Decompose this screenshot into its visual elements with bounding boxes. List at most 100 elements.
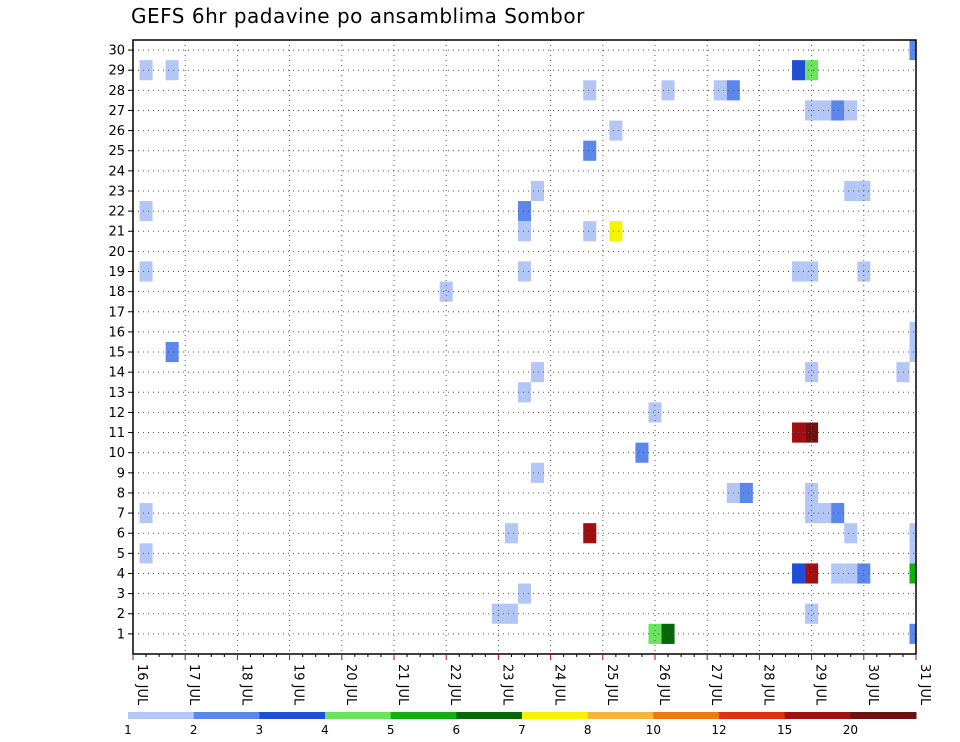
cell-45 xyxy=(805,503,819,524)
cell-29 xyxy=(909,321,916,342)
cell-22 xyxy=(609,221,623,242)
ytick-label-5: 5 xyxy=(117,547,125,562)
ytick-label-9: 9 xyxy=(117,466,125,481)
cell-47 xyxy=(831,503,845,524)
colorbar-label-11: 20 xyxy=(843,723,858,737)
colorbar-swatch-3 xyxy=(325,712,392,719)
colorbar: 1 2 3 4 5 6 7 8 10 12 15 20 xyxy=(124,712,917,737)
ytick-label-29: 29 xyxy=(108,64,125,79)
cell-31 xyxy=(909,341,916,363)
cell-36 xyxy=(648,402,662,423)
cell-66 xyxy=(909,623,916,644)
cell-53 xyxy=(909,543,916,564)
cell-19 xyxy=(517,201,532,222)
xtick-label-5: 21 JUL xyxy=(395,664,410,706)
ytick-label-2: 2 xyxy=(117,607,125,622)
cell-18 xyxy=(139,201,153,222)
cell-33 xyxy=(805,362,819,383)
cell-24 xyxy=(517,261,532,282)
cell-21 xyxy=(583,221,597,242)
cell-42 xyxy=(739,482,753,504)
cell-12 xyxy=(844,100,858,121)
ytick-label-19: 19 xyxy=(108,265,125,280)
cell-49 xyxy=(583,523,597,544)
colorbar-label-5: 6 xyxy=(453,723,461,737)
cell-23 xyxy=(139,261,153,282)
cell-26 xyxy=(805,261,819,282)
ytick-label-1: 1 xyxy=(117,627,125,642)
ytick-label-4: 4 xyxy=(117,567,125,582)
xtick-label-12: 28 JUL xyxy=(760,664,775,706)
ytick-label-23: 23 xyxy=(108,184,125,199)
colorbar-label-6: 7 xyxy=(518,723,526,737)
ticks-layer: 1234567891011121314151617181920212223242… xyxy=(108,44,932,706)
cell-59 xyxy=(909,563,916,584)
colorbar-swatch-10 xyxy=(784,712,851,719)
colorbar-label-10: 15 xyxy=(777,723,792,737)
colorbar-swatch-4 xyxy=(390,712,457,719)
xtick-label-10: 26 JUL xyxy=(656,664,671,706)
cell-39 xyxy=(635,442,649,463)
ytick-label-28: 28 xyxy=(108,84,125,99)
colorbar-swatch-2 xyxy=(259,712,326,719)
xtick-label-14: 30 JUL xyxy=(865,664,880,706)
ytick-label-26: 26 xyxy=(108,124,125,139)
xtick-label-2: 18 JUL xyxy=(238,664,253,706)
colorbar-swatch-9 xyxy=(719,712,786,719)
xtick-label-6: 22 JUL xyxy=(447,664,462,706)
cell-64 xyxy=(648,623,662,644)
xtick-label-0: 16 JUL xyxy=(134,664,149,706)
cell-55 xyxy=(805,563,819,584)
cell-46 xyxy=(818,503,832,524)
cell-60 xyxy=(517,583,532,604)
ytick-label-8: 8 xyxy=(117,486,125,501)
ytick-label-12: 12 xyxy=(108,406,125,421)
cells-layer xyxy=(139,40,916,644)
cell-62 xyxy=(504,603,518,624)
ytick-label-15: 15 xyxy=(108,346,125,361)
xtick-label-1: 17 JUL xyxy=(186,664,201,706)
cell-4 xyxy=(909,40,916,61)
cell-1 xyxy=(165,60,179,81)
colorbar-swatch-8 xyxy=(653,712,720,719)
colorbar-swatch-7 xyxy=(587,712,654,719)
cell-20 xyxy=(517,221,532,242)
cell-10 xyxy=(818,100,832,121)
colorbar-label-4: 5 xyxy=(387,723,395,737)
xtick-label-15: 31 JUL xyxy=(917,664,932,706)
ytick-label-13: 13 xyxy=(108,386,125,401)
plot-frame xyxy=(132,39,917,655)
colorbar-label-7: 8 xyxy=(584,723,592,737)
colorbar-swatch-11 xyxy=(850,712,917,719)
cell-13 xyxy=(609,120,623,141)
cell-11 xyxy=(831,100,845,121)
cell-15 xyxy=(531,180,545,202)
colorbar-label-8: 10 xyxy=(646,723,661,737)
chart-title: GEFS 6hr padavine po ansamblima Sombor xyxy=(131,4,585,28)
cell-63 xyxy=(805,603,819,624)
colorbar-label-9: 12 xyxy=(711,723,726,737)
cell-38 xyxy=(805,422,819,443)
ytick-label-22: 22 xyxy=(108,205,125,220)
colorbar-label-3: 4 xyxy=(321,723,329,737)
cell-28 xyxy=(439,281,453,302)
ytick-label-18: 18 xyxy=(108,285,125,300)
xtick-label-3: 19 JUL xyxy=(291,664,306,706)
cell-0 xyxy=(139,60,153,81)
cell-7 xyxy=(713,80,727,101)
xtick-label-13: 29 JUL xyxy=(813,664,828,706)
cell-57 xyxy=(844,563,858,584)
cell-56 xyxy=(831,563,845,584)
cell-34 xyxy=(896,362,910,383)
colorbar-label-1: 2 xyxy=(190,723,198,737)
cell-50 xyxy=(844,523,858,544)
ytick-label-27: 27 xyxy=(108,104,125,119)
ytick-label-21: 21 xyxy=(108,225,125,240)
cell-16 xyxy=(844,180,858,202)
ytick-label-24: 24 xyxy=(108,164,125,179)
ytick-label-30: 30 xyxy=(108,44,125,59)
ytick-label-6: 6 xyxy=(117,527,125,542)
cell-40 xyxy=(531,462,545,483)
cell-5 xyxy=(583,80,597,101)
